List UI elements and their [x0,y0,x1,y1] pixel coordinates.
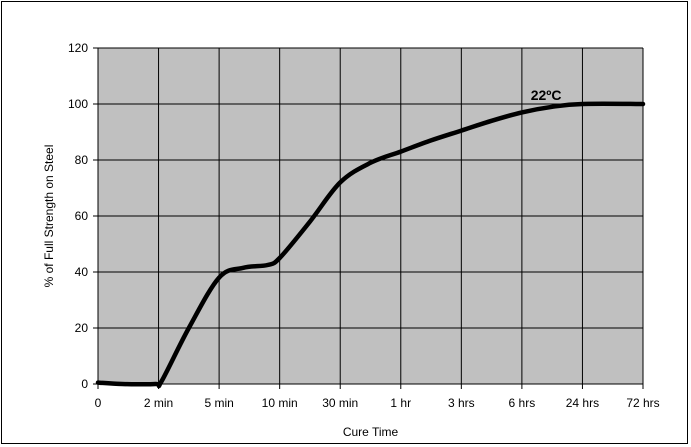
y-tick-labels: 0 20 40 60 80 100 120 [68,41,88,391]
y-tick-label: 20 [75,321,89,335]
series-label-22c: 22ºC [531,87,562,103]
x-tick-labels: 0 2 min 5 min 10 min 30 min 1 hr 3 hrs 6 hrs 24 … [95,396,660,410]
x-tick-label: 3 hrs [448,396,475,410]
y-tick-label: 100 [68,97,88,111]
x-tick-label: 30 min [322,396,358,410]
y-tick-label: 40 [75,265,89,279]
x-axis-title: Cure Time [343,425,399,439]
x-tick-label: 0 [95,396,102,410]
x-tick-label: 6 hrs [509,396,536,410]
x-tick-label: 5 min [204,396,233,410]
series-line-22c [95,101,646,389]
axes [93,47,644,389]
y-tick-label: 0 [81,377,88,391]
x-tick-label: 1 hr [390,396,411,410]
x-tick-label: 2 min [144,396,173,410]
annotations: 22ºC [531,87,562,103]
y-axis-title: % of Full Strength on Steel [42,145,56,288]
y-tick-label: 60 [75,209,89,223]
x-tick-label: 24 hrs [566,396,599,410]
x-tick-label: 10 min [262,396,298,410]
y-tick-label: 120 [68,41,88,55]
x-tick-label: 72 hrs [626,396,659,410]
y-tick-label: 80 [75,153,89,167]
grid-lines [98,47,644,384]
